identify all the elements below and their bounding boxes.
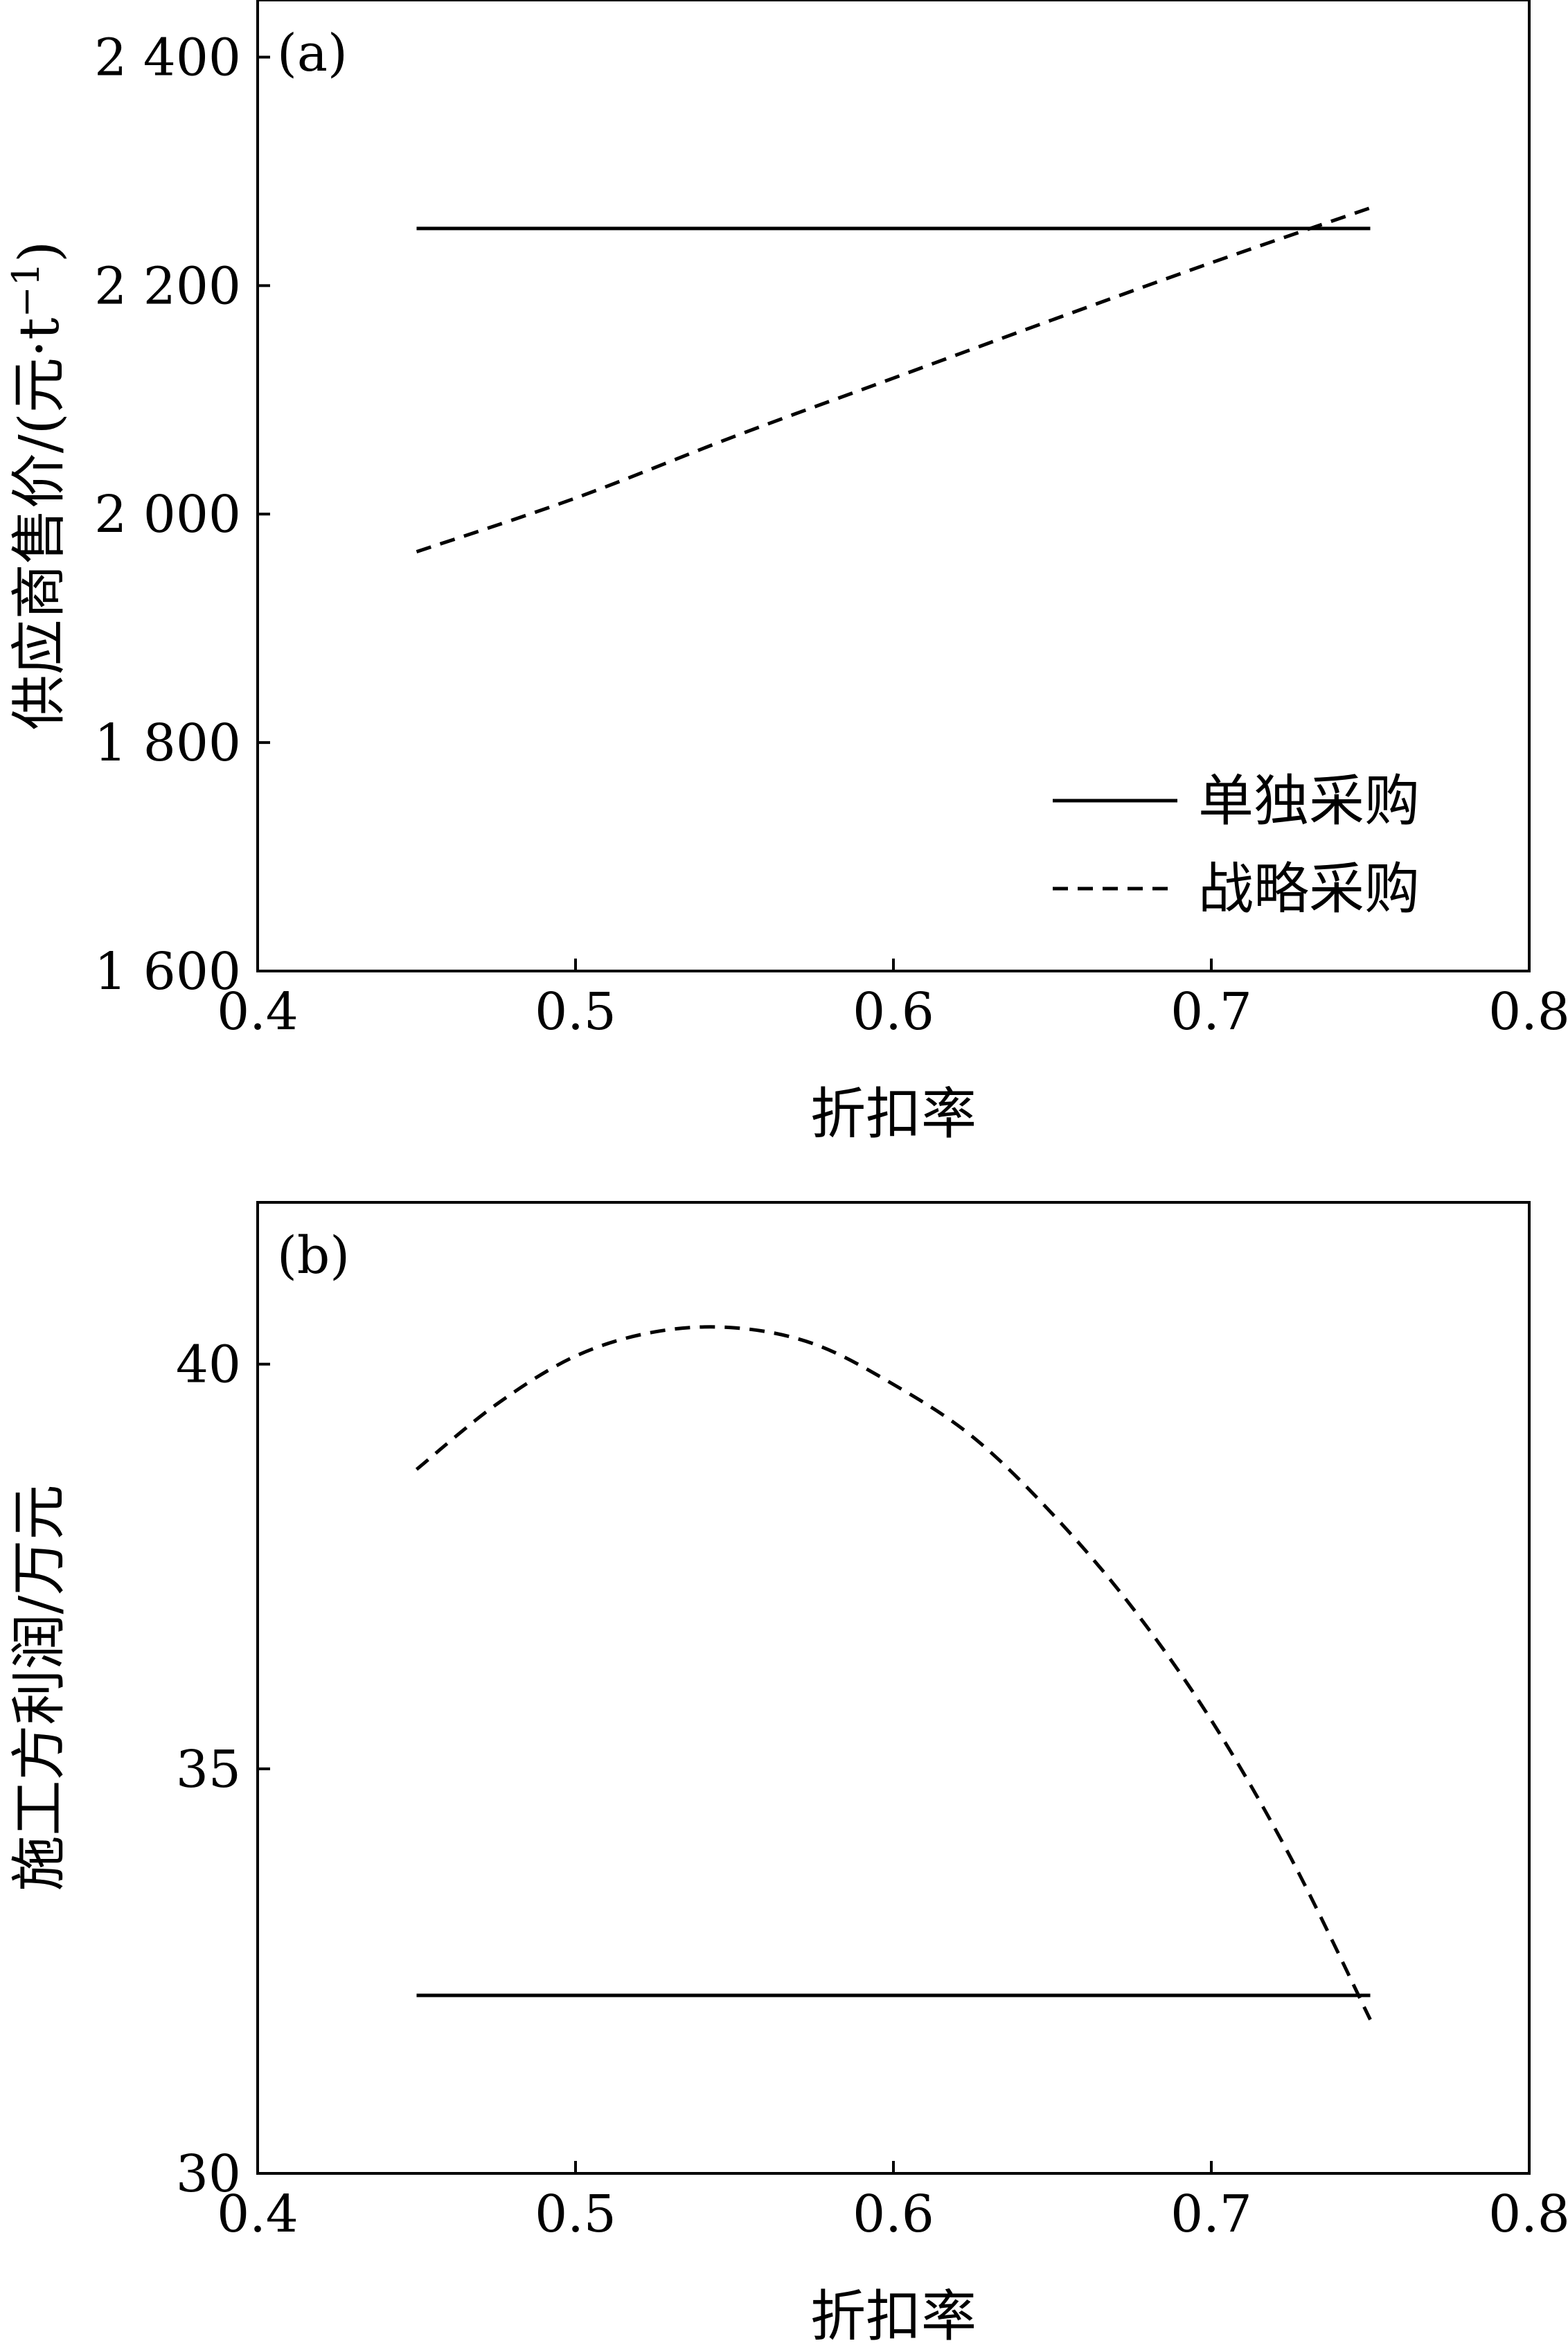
x-tick-label: 0.6 [853,982,934,1042]
panel-b-y-axis-title: 施工方利润/万元 [7,1485,71,1891]
x-tick-label: 0.4 [217,982,299,1042]
x-tick-label: 0.6 [853,2184,934,2244]
x-tick-label: 0.7 [1170,982,1252,1042]
panel-a-chart: 0.4 0.5 0.6 0.7 0.8 1 600 1 800 2 000 2 200 2 400… [4,0,1568,1146]
series-line-strategic [415,1325,1372,2021]
y-tick-label: 2 400 [94,28,241,87]
panel-a-y-axis-title-main: 供应商售价/(元·t [7,318,71,731]
x-tick-label: 0.5 [535,982,616,1042]
panel-a-y-axis-title-sup: −1 [4,262,48,318]
panel-b-label: (b) [277,1226,350,1285]
y-tick-label: 2 000 [94,485,241,544]
panel-a-y-axis-title: 供应商售价/(元·t−1) [4,241,71,731]
series-line-strategic [416,206,1371,554]
y-tick-label: 30 [176,2144,241,2204]
panel-b-tick-labels: 0.4 0.5 0.6 0.7 0.8 30 35 40 [176,1335,1568,2244]
legend-label-solid: 单独采购 [1198,769,1420,833]
y-tick-label: 2 200 [94,256,241,316]
panel-a-ticks [256,55,1531,972]
x-tick-label: 0.5 [535,2184,616,2244]
legend-label-dashed: 战略采购 [1198,857,1420,921]
panel-b-chart: 0.4 0.5 0.6 0.7 0.8 30 35 40 (b) 折扣率 施工方利润/万元 [7,1201,1568,2349]
panel-b-y-axis-title-main: 施工方利润/万元 [7,1485,71,1891]
y-tick-label: 1 600 [94,942,241,1002]
panel-a-y-axis-title-close: ) [7,241,71,262]
panel-a-tick-labels: 0.4 0.5 0.6 0.7 0.8 1 600 1 800 2 000 2 200 2 400 [94,28,1568,1042]
y-tick-label: 1 800 [94,713,241,773]
y-tick-label: 40 [176,1335,241,1395]
x-tick-label: 0.8 [1488,982,1568,1042]
panel-a-series [416,206,1371,554]
panel-b-ticks [256,1362,1531,2175]
panel-b-x-axis-title: 折扣率 [810,2284,977,2349]
y-tick-label: 35 [176,1740,241,1799]
x-tick-label: 0.4 [217,2184,299,2244]
panel-a-label: (a) [277,24,348,83]
panel-b-series [415,1325,1372,2021]
x-tick-label: 0.7 [1170,2184,1252,2244]
panel-a-x-axis-title: 折扣率 [810,1082,977,1146]
panel-a-legend: 单独采购 战略采购 [1053,769,1420,921]
x-tick-label: 0.8 [1488,2184,1568,2244]
